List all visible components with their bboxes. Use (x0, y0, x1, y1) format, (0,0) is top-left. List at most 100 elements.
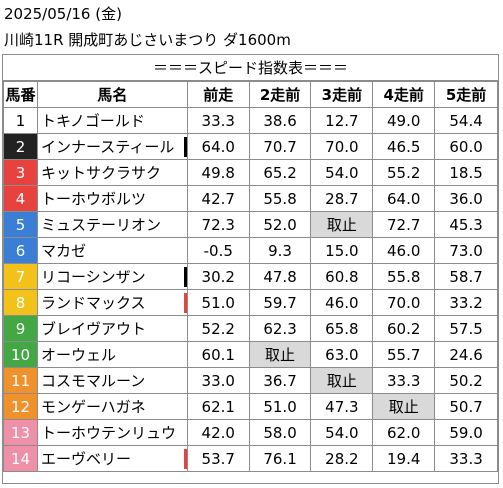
col-header-last: 前走 (186, 81, 250, 108)
horse-number: 2 (3, 133, 38, 160)
table-row: 3 キットサクラサク 49.8 65.2 54.0 55.2 18.5 (3, 159, 498, 186)
4back-value: 46.5 (372, 133, 436, 160)
3back-value: 28.2 (310, 445, 374, 472)
4back-value: 55.7 (372, 341, 436, 368)
horse-name-text: モンゲーハガネ (40, 398, 146, 416)
table-row: 7 リコーシンザン 30.2 47.8 60.8 55.8 58.7 (3, 263, 498, 290)
horse-name: ブレイヴアウト (36, 315, 188, 342)
3back-value: 28.7 (310, 185, 374, 212)
table-row: 14 エーヴベリー 53.7 76.1 28.2 19.4 33.3 (3, 445, 498, 472)
last-race-value: 60.1 (186, 341, 250, 368)
2back-value: 70.7 (248, 133, 312, 160)
horse-number: 8 (3, 289, 38, 316)
3back-value: 47.3 (310, 393, 374, 420)
horse-name: ランドマックス (36, 289, 188, 316)
col-header-2back: 2走前 (248, 81, 312, 108)
horse-name-text: オーウェル (40, 346, 116, 364)
2back-value: 76.1 (248, 445, 312, 472)
horse-name: トキノゴールド (36, 107, 188, 134)
3back-value: 46.0 (310, 289, 374, 316)
horse-name: エーヴベリー (36, 445, 188, 472)
horse-name: オーウェル (36, 341, 188, 368)
horse-mark-bar (183, 137, 187, 157)
horse-number: 12 (3, 393, 38, 420)
horse-number: 9 (3, 315, 38, 342)
horse-number: 14 (3, 445, 38, 472)
horse-number: 13 (3, 419, 38, 446)
table-row: 8 ランドマックス 51.0 59.7 46.0 70.0 33.2 (3, 289, 498, 316)
last-race-value: 64.0 (186, 133, 250, 160)
table-title: ＝＝＝スピード指数表＝＝＝ (3, 55, 498, 81)
table-row: 5 ミュステーリオン 72.3 52.0 取止 72.7 45.3 (3, 211, 498, 238)
4back-value: 55.8 (372, 263, 436, 290)
horse-number: 10 (3, 341, 38, 368)
horse-name-text: ブレイヴアウト (40, 320, 146, 338)
last-race-value: 33.0 (186, 367, 250, 394)
table-row: 9 ブレイヴアウト 52.2 62.3 65.8 60.2 57.5 (3, 315, 498, 342)
horse-name: モンゲーハガネ (36, 393, 188, 420)
table-row: 10 オーウェル 60.1 取止 63.0 55.7 24.6 (3, 341, 498, 368)
5back-value: 33.2 (434, 289, 498, 316)
horse-name-text: ミュステーリオン (40, 216, 161, 234)
last-race-value: 62.1 (186, 393, 250, 420)
4back-value: 33.3 (372, 367, 436, 394)
2back-value: 47.8 (248, 263, 312, 290)
horse-name-text: トーホウボルツ (40, 190, 146, 208)
2back-value: 51.0 (248, 393, 312, 420)
3back-value: 取止 (310, 211, 374, 238)
4back-value: 取止 (372, 393, 436, 420)
last-race-value: 51.0 (186, 289, 250, 316)
5back-value: 59.0 (434, 419, 498, 446)
5back-value: 33.3 (434, 445, 498, 472)
last-race-value: -0.5 (186, 237, 250, 264)
col-header-3back: 3走前 (310, 81, 374, 108)
table-row: 1 トキノゴールド 33.3 38.6 12.7 49.0 54.4 (3, 107, 498, 134)
5back-value: 50.2 (434, 367, 498, 394)
horse-name: トーホウボルツ (36, 185, 188, 212)
5back-value: 18.5 (434, 159, 498, 186)
col-header-5back: 5走前 (434, 81, 498, 108)
3back-value: 65.8 (310, 315, 374, 342)
2back-value: 59.7 (248, 289, 312, 316)
4back-value: 72.7 (372, 211, 436, 238)
3back-value: 12.7 (310, 107, 374, 134)
5back-value: 57.5 (434, 315, 498, 342)
2back-value: 65.2 (248, 159, 312, 186)
horse-number: 11 (3, 367, 38, 394)
horse-name: インナースティール (36, 133, 188, 160)
last-race-value: 33.3 (186, 107, 250, 134)
last-race-value: 53.7 (186, 445, 250, 472)
3back-value: 70.0 (310, 133, 374, 160)
3back-value: 54.0 (310, 419, 374, 446)
4back-value: 62.0 (372, 419, 436, 446)
3back-value: 63.0 (310, 341, 374, 368)
race-title: 川崎11R 開成町あじさいまつり ダ1600m (4, 31, 291, 49)
4back-value: 70.0 (372, 289, 436, 316)
table-row: 13 トーホウテンリュウ 42.0 58.0 54.0 62.0 59.0 (3, 419, 498, 446)
speed-index-table: 馬番 馬名 前走 2走前 3走前 4走前 5走前 1 トキノゴールド 33.3 38.6 12.7 4… (3, 81, 498, 472)
horse-mark-bar (183, 449, 187, 469)
last-race-value: 49.8 (186, 159, 250, 186)
2back-value: 38.6 (248, 107, 312, 134)
speed-index-panel: ＝＝＝スピード指数表＝＝＝ 馬番 馬名 前走 2走前 3走前 4走前 5走前 1 トキノゴール… (2, 54, 499, 484)
table-row: 2 インナースティール 64.0 70.7 70.0 46.5 60.0 (3, 133, 498, 160)
2back-value: 9.3 (248, 237, 312, 264)
horse-number: 4 (3, 185, 38, 212)
horse-name: キットサクラサク (36, 159, 188, 186)
col-header-4back: 4走前 (372, 81, 436, 108)
horse-name-text: マカゼ (40, 242, 86, 260)
2back-value: 52.0 (248, 211, 312, 238)
5back-value: 73.0 (434, 237, 498, 264)
table-header-row: 馬番 馬名 前走 2走前 3走前 4走前 5走前 (3, 81, 498, 108)
3back-value: 取止 (310, 367, 374, 394)
last-race-value: 72.3 (186, 211, 250, 238)
4back-value: 55.2 (372, 159, 436, 186)
5back-value: 36.0 (434, 185, 498, 212)
horse-name-text: トキノゴールド (40, 112, 145, 130)
5back-value: 45.3 (434, 211, 498, 238)
2back-value: 62.3 (248, 315, 312, 342)
last-race-value: 42.7 (186, 185, 250, 212)
4back-value: 64.0 (372, 185, 436, 212)
4back-value: 60.2 (372, 315, 436, 342)
5back-value: 54.4 (434, 107, 498, 134)
